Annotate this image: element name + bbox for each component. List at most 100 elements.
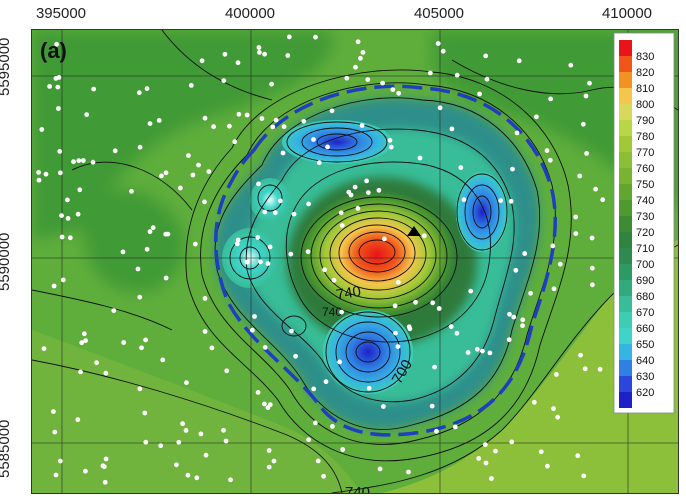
station-point xyxy=(158,443,164,449)
station-point xyxy=(235,60,241,66)
station-point xyxy=(156,118,162,123)
station-point xyxy=(534,114,539,120)
legend-tick-label: 620 xyxy=(636,387,654,399)
station-point xyxy=(67,235,73,241)
station-point xyxy=(589,265,595,271)
station-point xyxy=(360,50,366,55)
station-point xyxy=(139,345,144,351)
station-point xyxy=(222,51,228,57)
station-point xyxy=(582,366,588,372)
legend-tick-label: 720 xyxy=(636,227,654,239)
station-point xyxy=(262,51,267,57)
station-point xyxy=(331,277,337,283)
station-point xyxy=(202,329,208,334)
station-point xyxy=(580,121,586,127)
station-point xyxy=(454,330,460,336)
station-point xyxy=(506,337,512,343)
station-point xyxy=(120,249,126,255)
station-point xyxy=(393,330,398,336)
station-point xyxy=(57,149,63,154)
station-point xyxy=(273,117,279,123)
station-point xyxy=(270,124,276,130)
station-point xyxy=(223,438,229,444)
station-point xyxy=(555,414,561,420)
station-point xyxy=(163,231,169,237)
station-point xyxy=(59,213,64,219)
station-point xyxy=(413,299,418,305)
station-point xyxy=(305,249,311,255)
station-point xyxy=(285,53,291,58)
station-point xyxy=(103,370,109,376)
station-point xyxy=(352,184,358,190)
legend-tick-label: 680 xyxy=(636,291,654,303)
station-point xyxy=(600,197,606,203)
station-point xyxy=(194,475,200,481)
station-point xyxy=(452,424,458,430)
station-point xyxy=(257,50,262,55)
legend-swatch xyxy=(619,136,632,152)
station-point xyxy=(77,187,83,193)
station-point xyxy=(196,162,201,168)
legend-tick-label: 780 xyxy=(636,131,654,143)
legend-tick-label: 760 xyxy=(636,163,654,175)
northern-low xyxy=(282,120,392,164)
station-point xyxy=(406,324,412,330)
station-point xyxy=(265,261,271,266)
station-point xyxy=(277,198,283,204)
station-point xyxy=(65,216,71,221)
station-point xyxy=(365,77,371,82)
station-point xyxy=(551,286,557,292)
station-point xyxy=(484,76,490,82)
station-point xyxy=(259,116,265,121)
station-point xyxy=(311,386,317,392)
station-point xyxy=(355,206,361,211)
legend-tick-label: 710 xyxy=(636,243,654,255)
x-tick-label: 405000 xyxy=(413,5,465,22)
eastern-low xyxy=(456,172,508,252)
station-point xyxy=(129,188,134,194)
station-point xyxy=(538,449,544,455)
legend-swatch xyxy=(619,312,632,328)
station-point xyxy=(432,364,437,370)
legend-tick-label: 650 xyxy=(636,339,654,351)
x-tick-label: 400000 xyxy=(224,5,276,22)
station-point xyxy=(545,463,550,469)
station-point xyxy=(366,385,372,391)
station-point xyxy=(198,431,204,437)
peak-triangle-icon xyxy=(407,226,421,236)
station-point xyxy=(53,472,59,478)
station-point xyxy=(293,353,298,359)
station-point xyxy=(338,210,344,216)
x-tick-label: 395000 xyxy=(35,5,87,22)
station-point xyxy=(209,345,215,351)
station-point xyxy=(177,185,183,191)
station-point xyxy=(528,290,533,296)
station-point xyxy=(388,144,394,150)
station-point xyxy=(321,473,326,479)
station-point xyxy=(143,337,148,343)
station-point xyxy=(507,311,512,317)
station-point xyxy=(190,172,196,178)
legend-swatch xyxy=(619,56,632,72)
station-point xyxy=(329,108,335,114)
lower-left-field xyxy=(32,330,362,493)
contour-label: 740 xyxy=(322,305,342,319)
station-point xyxy=(587,80,592,86)
station-point xyxy=(573,214,579,220)
station-point xyxy=(75,211,81,217)
station-point xyxy=(53,76,59,81)
station-point xyxy=(291,211,297,217)
station-point xyxy=(75,417,81,423)
station-point xyxy=(185,472,191,478)
station-point xyxy=(144,246,150,252)
station-point xyxy=(509,439,515,445)
station-point xyxy=(57,170,63,176)
station-point xyxy=(269,81,274,87)
station-point xyxy=(227,123,232,129)
legend-tick-label: 660 xyxy=(636,323,654,335)
station-point xyxy=(272,210,278,216)
station-point xyxy=(508,198,514,204)
legend-swatch xyxy=(619,296,632,312)
legend-swatch xyxy=(619,88,632,104)
station-point xyxy=(83,468,88,474)
